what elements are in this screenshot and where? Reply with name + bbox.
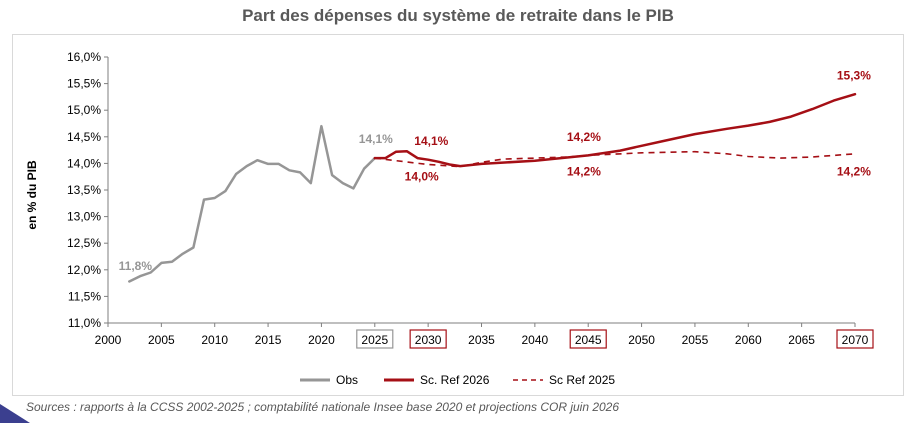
y-tick-label: 12,5% [67, 236, 101, 250]
y-tick-label: 12,0% [67, 263, 101, 277]
x-tick-label: 2060 [735, 333, 762, 347]
chart-title: Part des dépenses du système de retraite… [242, 6, 674, 25]
y-tick-label: 13,5% [67, 183, 101, 197]
x-tick-label: 2000 [95, 333, 122, 347]
y-tick-label: 15,5% [67, 77, 101, 91]
data-label: 15,3% [837, 68, 871, 82]
y-tick-label: 14,5% [67, 130, 101, 144]
data-label: 11,8% [119, 259, 153, 273]
x-tick-label: 2020 [308, 333, 335, 347]
series-line-0 [128, 124, 377, 283]
y-axis-title: en % du PIB [25, 160, 39, 230]
x-tick-highlight-box [569, 329, 607, 349]
legend: Obs Sc. Ref 2026 Sc Ref 2025 [300, 373, 615, 387]
series-line-2 [374, 150, 856, 168]
x-tick-highlight-box [409, 329, 447, 349]
x-axis: 2000 2005 2010 2015 2020 2025 2030 2035 2040 2045… [95, 322, 874, 349]
x-tick-label: 2045 [575, 333, 602, 347]
x-tick-label: 2055 [682, 333, 709, 347]
source-note: Sources : rapports à la CCSS 2002-2025 ;… [26, 400, 620, 414]
x-tick-label: 2035 [468, 333, 495, 347]
x-tick-label: 2005 [148, 333, 175, 347]
x-tick-label: 2070 [842, 333, 869, 347]
data-label: 14,2% [567, 165, 601, 179]
x-tick-label: 2010 [201, 333, 228, 347]
x-tick-label: 2025 [361, 333, 388, 347]
y-tick-label: 16,0% [67, 50, 101, 64]
chart-frame [12, 34, 904, 396]
data-labels: 11,8% 14,1% 14,1% 14,0% 14,2% 14,2% 15,3% 14,2% [119, 68, 872, 272]
y-tick-label: 11,5% [68, 289, 101, 303]
data-label: 14,1% [414, 134, 448, 148]
series-line-1 [373, 92, 857, 168]
x-tick-highlight-box [836, 329, 874, 349]
y-tick-label: 11,0% [68, 316, 101, 330]
y-tick-label: 15,0% [67, 103, 101, 117]
x-tick-label: 2015 [255, 333, 282, 347]
x-tick-highlight-box [356, 329, 394, 349]
x-tick-label: 2040 [522, 333, 549, 347]
x-tick-label: 2030 [415, 333, 442, 347]
x-tick-label: 2050 [628, 333, 655, 347]
chart-area: 16,0% 15,5% 15,0% 14,5% 14,0% 13,5% 13,0% 12,5%… [25, 50, 874, 387]
data-label: 14,1% [359, 132, 393, 146]
y-axis: 16,0% 15,5% 15,0% 14,5% 14,0% 13,5% 13,0% 12,5%… [67, 50, 109, 330]
legend-label-0: Obs [336, 373, 358, 387]
corner-decoration [0, 404, 30, 423]
y-tick-label: 13,0% [67, 210, 101, 224]
x-tick-label: 2065 [788, 333, 815, 347]
data-label: 14,0% [405, 169, 439, 183]
data-label: 14,2% [567, 130, 601, 144]
data-label: 14,2% [837, 165, 871, 179]
series-lines [128, 92, 857, 283]
legend-label-2: Sc Ref 2025 [549, 373, 615, 387]
legend-label-1: Sc. Ref 2026 [420, 373, 490, 387]
y-tick-label: 14,0% [67, 156, 101, 170]
